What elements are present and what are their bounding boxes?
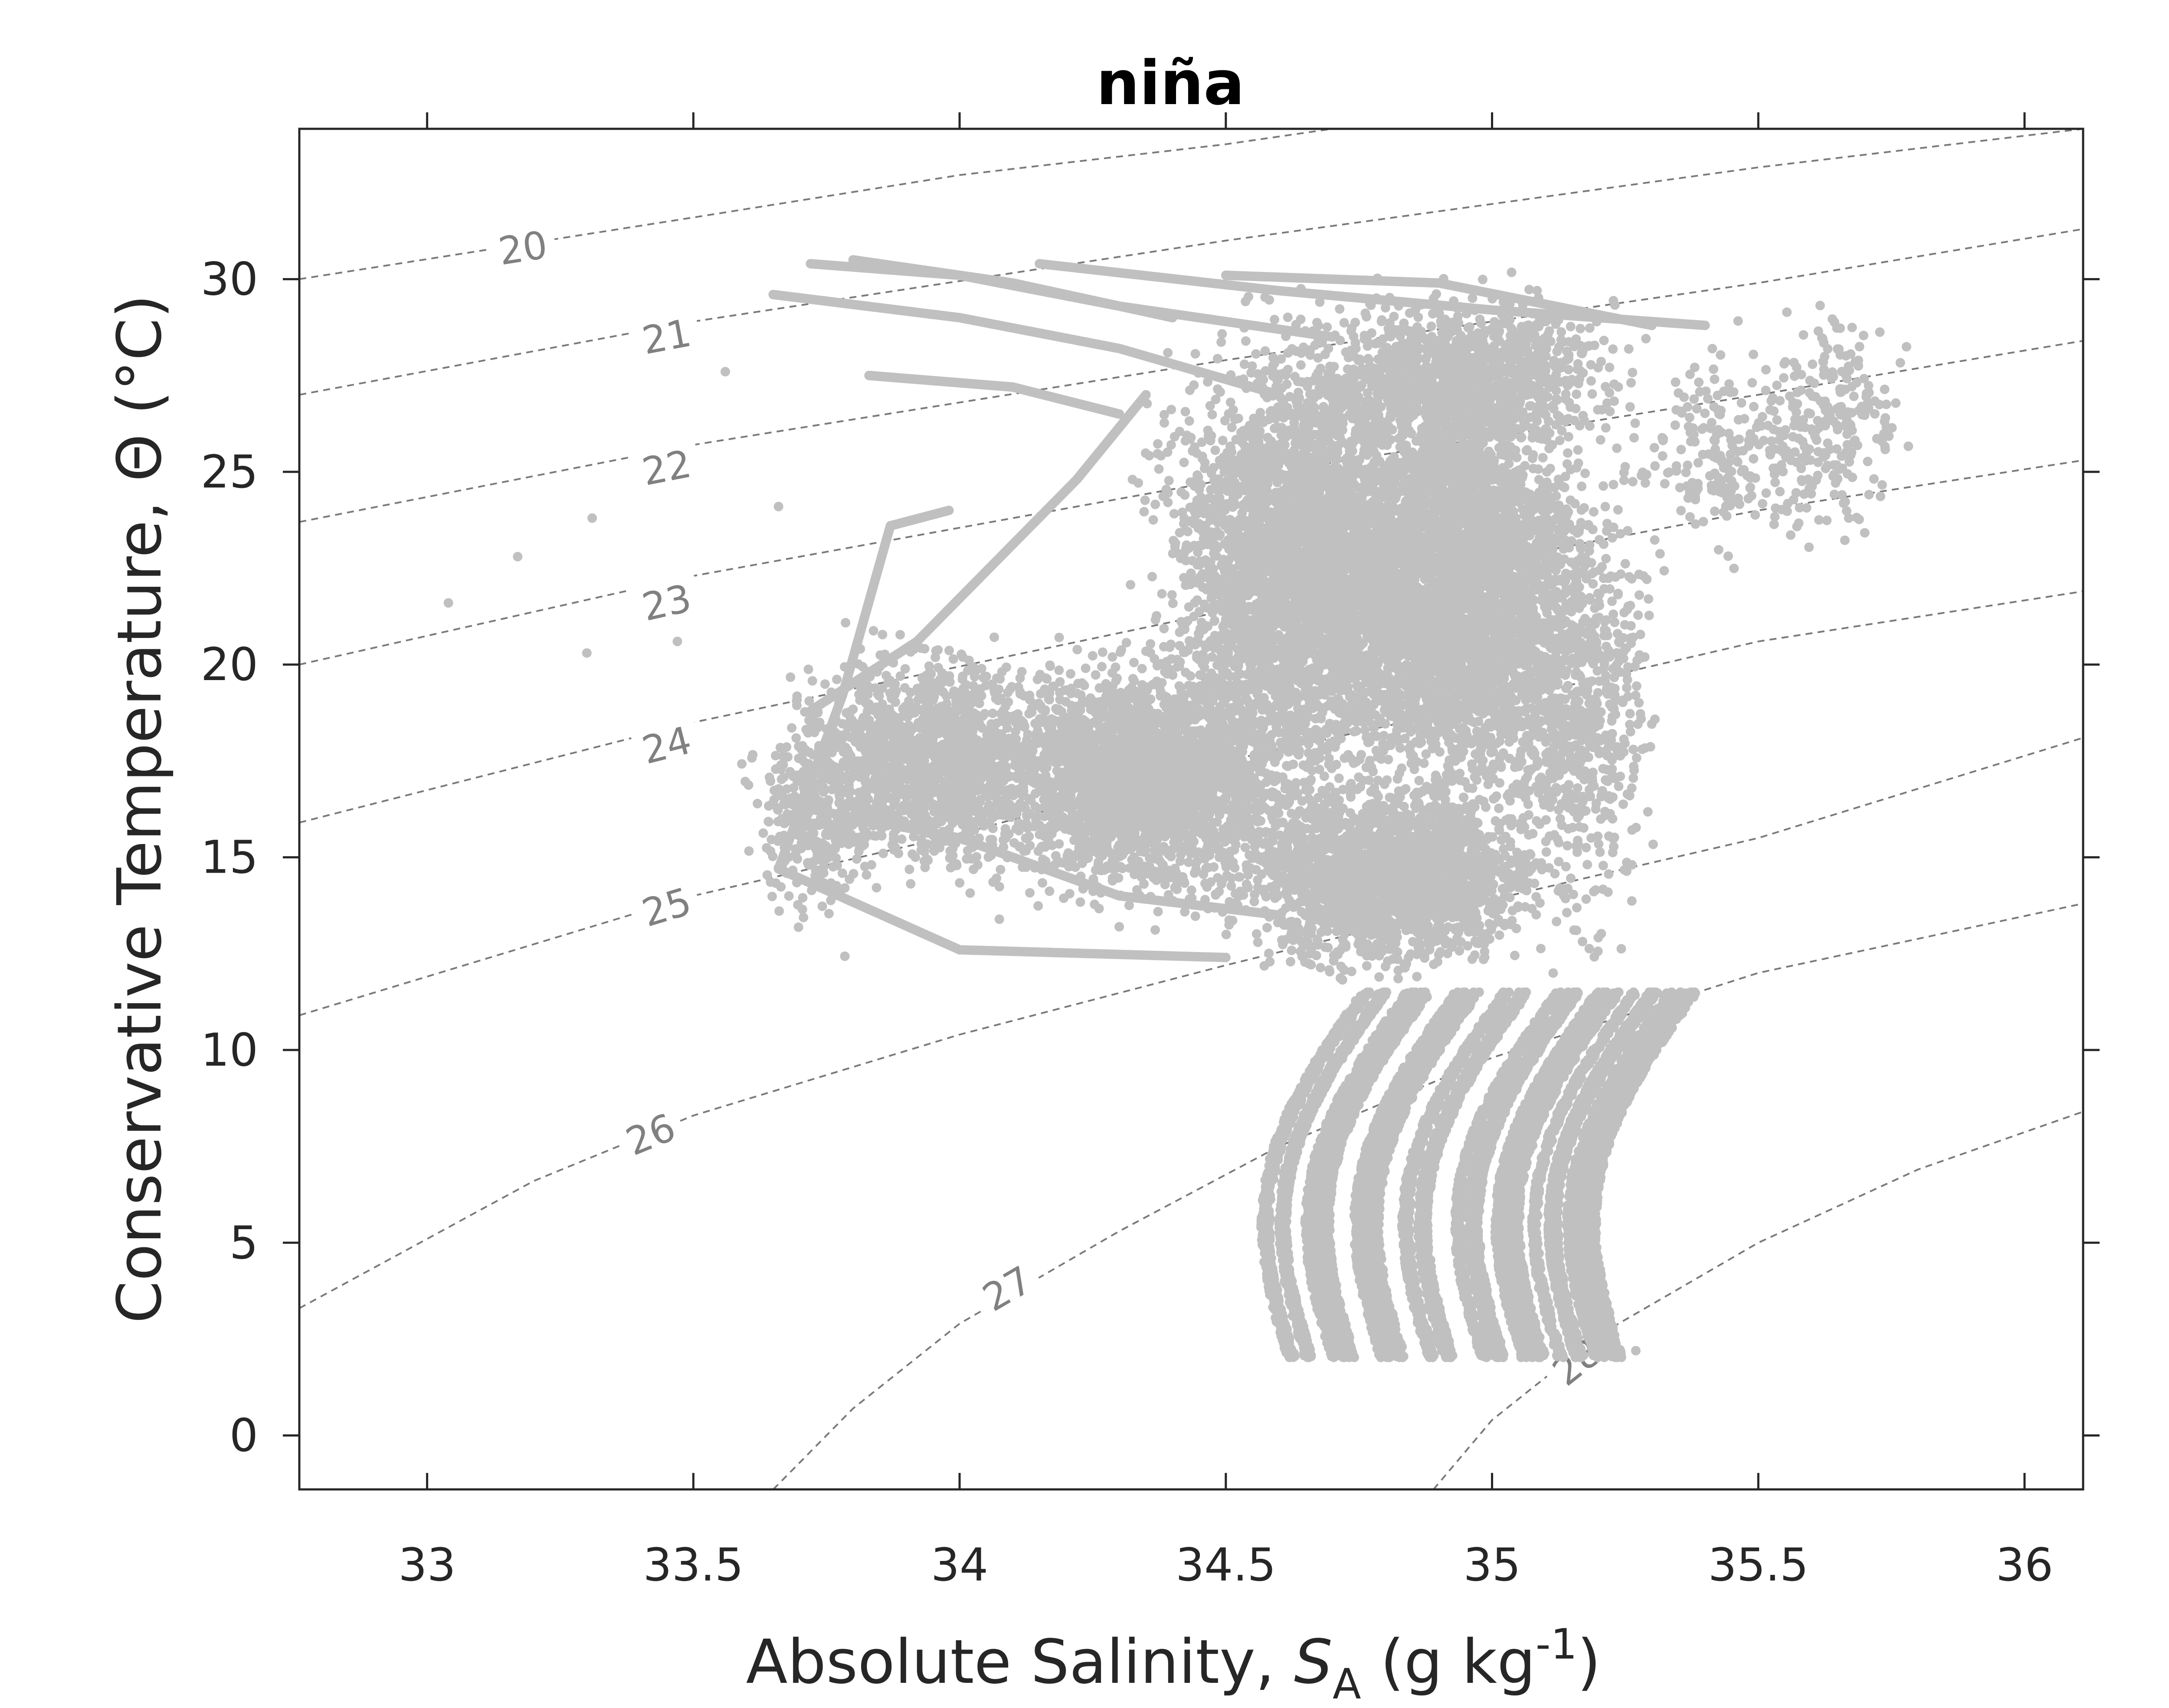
isopycnal-label-gap <box>967 1252 1043 1319</box>
isopycnal-label-gap <box>629 572 702 625</box>
y-axis-label: Conservative Temperature, Θ (°C) <box>105 294 175 1323</box>
isopycnal-label-gap <box>629 714 702 769</box>
scatter-points <box>443 255 1913 1362</box>
axis-ticks <box>283 112 2100 1489</box>
plot-frame <box>298 128 2084 1491</box>
isopycnal-label: 20 <box>495 222 550 274</box>
x-tick-label: 35.5 <box>1708 1538 1809 1591</box>
axis-tick-labels: 33 33.5 34 34.5 35 35.5 36 0 5 10 15 20 25 30 <box>201 253 2053 1591</box>
y-tick-label: 5 <box>229 1216 258 1269</box>
y-tick-label: 30 <box>201 253 258 306</box>
isopycnal-label-gap <box>611 1100 687 1162</box>
isopycnal-label-gap <box>630 438 702 489</box>
isopycnal-label-gap <box>629 875 702 932</box>
y-tick-label: 20 <box>201 638 258 691</box>
y-tick-label: 25 <box>201 445 258 498</box>
isopycnal-line <box>299 129 1333 280</box>
isopycnal-label-gap <box>630 308 702 358</box>
chart-title: niña <box>1096 48 1245 119</box>
x-axis-label: Absolute Salinity, SA (g kg-1) <box>746 1620 1601 1708</box>
isopycnal-line <box>299 129 2083 396</box>
isopycnal-label-gap <box>487 219 558 268</box>
data-points <box>443 255 1913 1362</box>
x-tick-label: 36 <box>1996 1538 2053 1591</box>
y-tick-label: 10 <box>201 1024 258 1076</box>
isopycnal-line <box>773 903 2083 1489</box>
x-tick-label: 33 <box>398 1538 455 1591</box>
x-tick-label: 34 <box>931 1538 988 1591</box>
isopycnal-label: 21 <box>639 311 695 363</box>
isopycnal-line <box>1432 1111 2083 1489</box>
x-tick-label: 34.5 <box>1176 1538 1276 1591</box>
x-tick-label: 33.5 <box>643 1538 744 1591</box>
x-tick-label: 35 <box>1463 1538 1520 1591</box>
y-tick-label: 15 <box>201 831 258 884</box>
y-tick-label: 0 <box>229 1409 258 1462</box>
isopycnal-label: 22 <box>639 441 695 494</box>
isopycnal-label: 23 <box>638 576 695 630</box>
isopycnal-line <box>299 228 2083 523</box>
isopycnal-line <box>299 737 2083 1309</box>
